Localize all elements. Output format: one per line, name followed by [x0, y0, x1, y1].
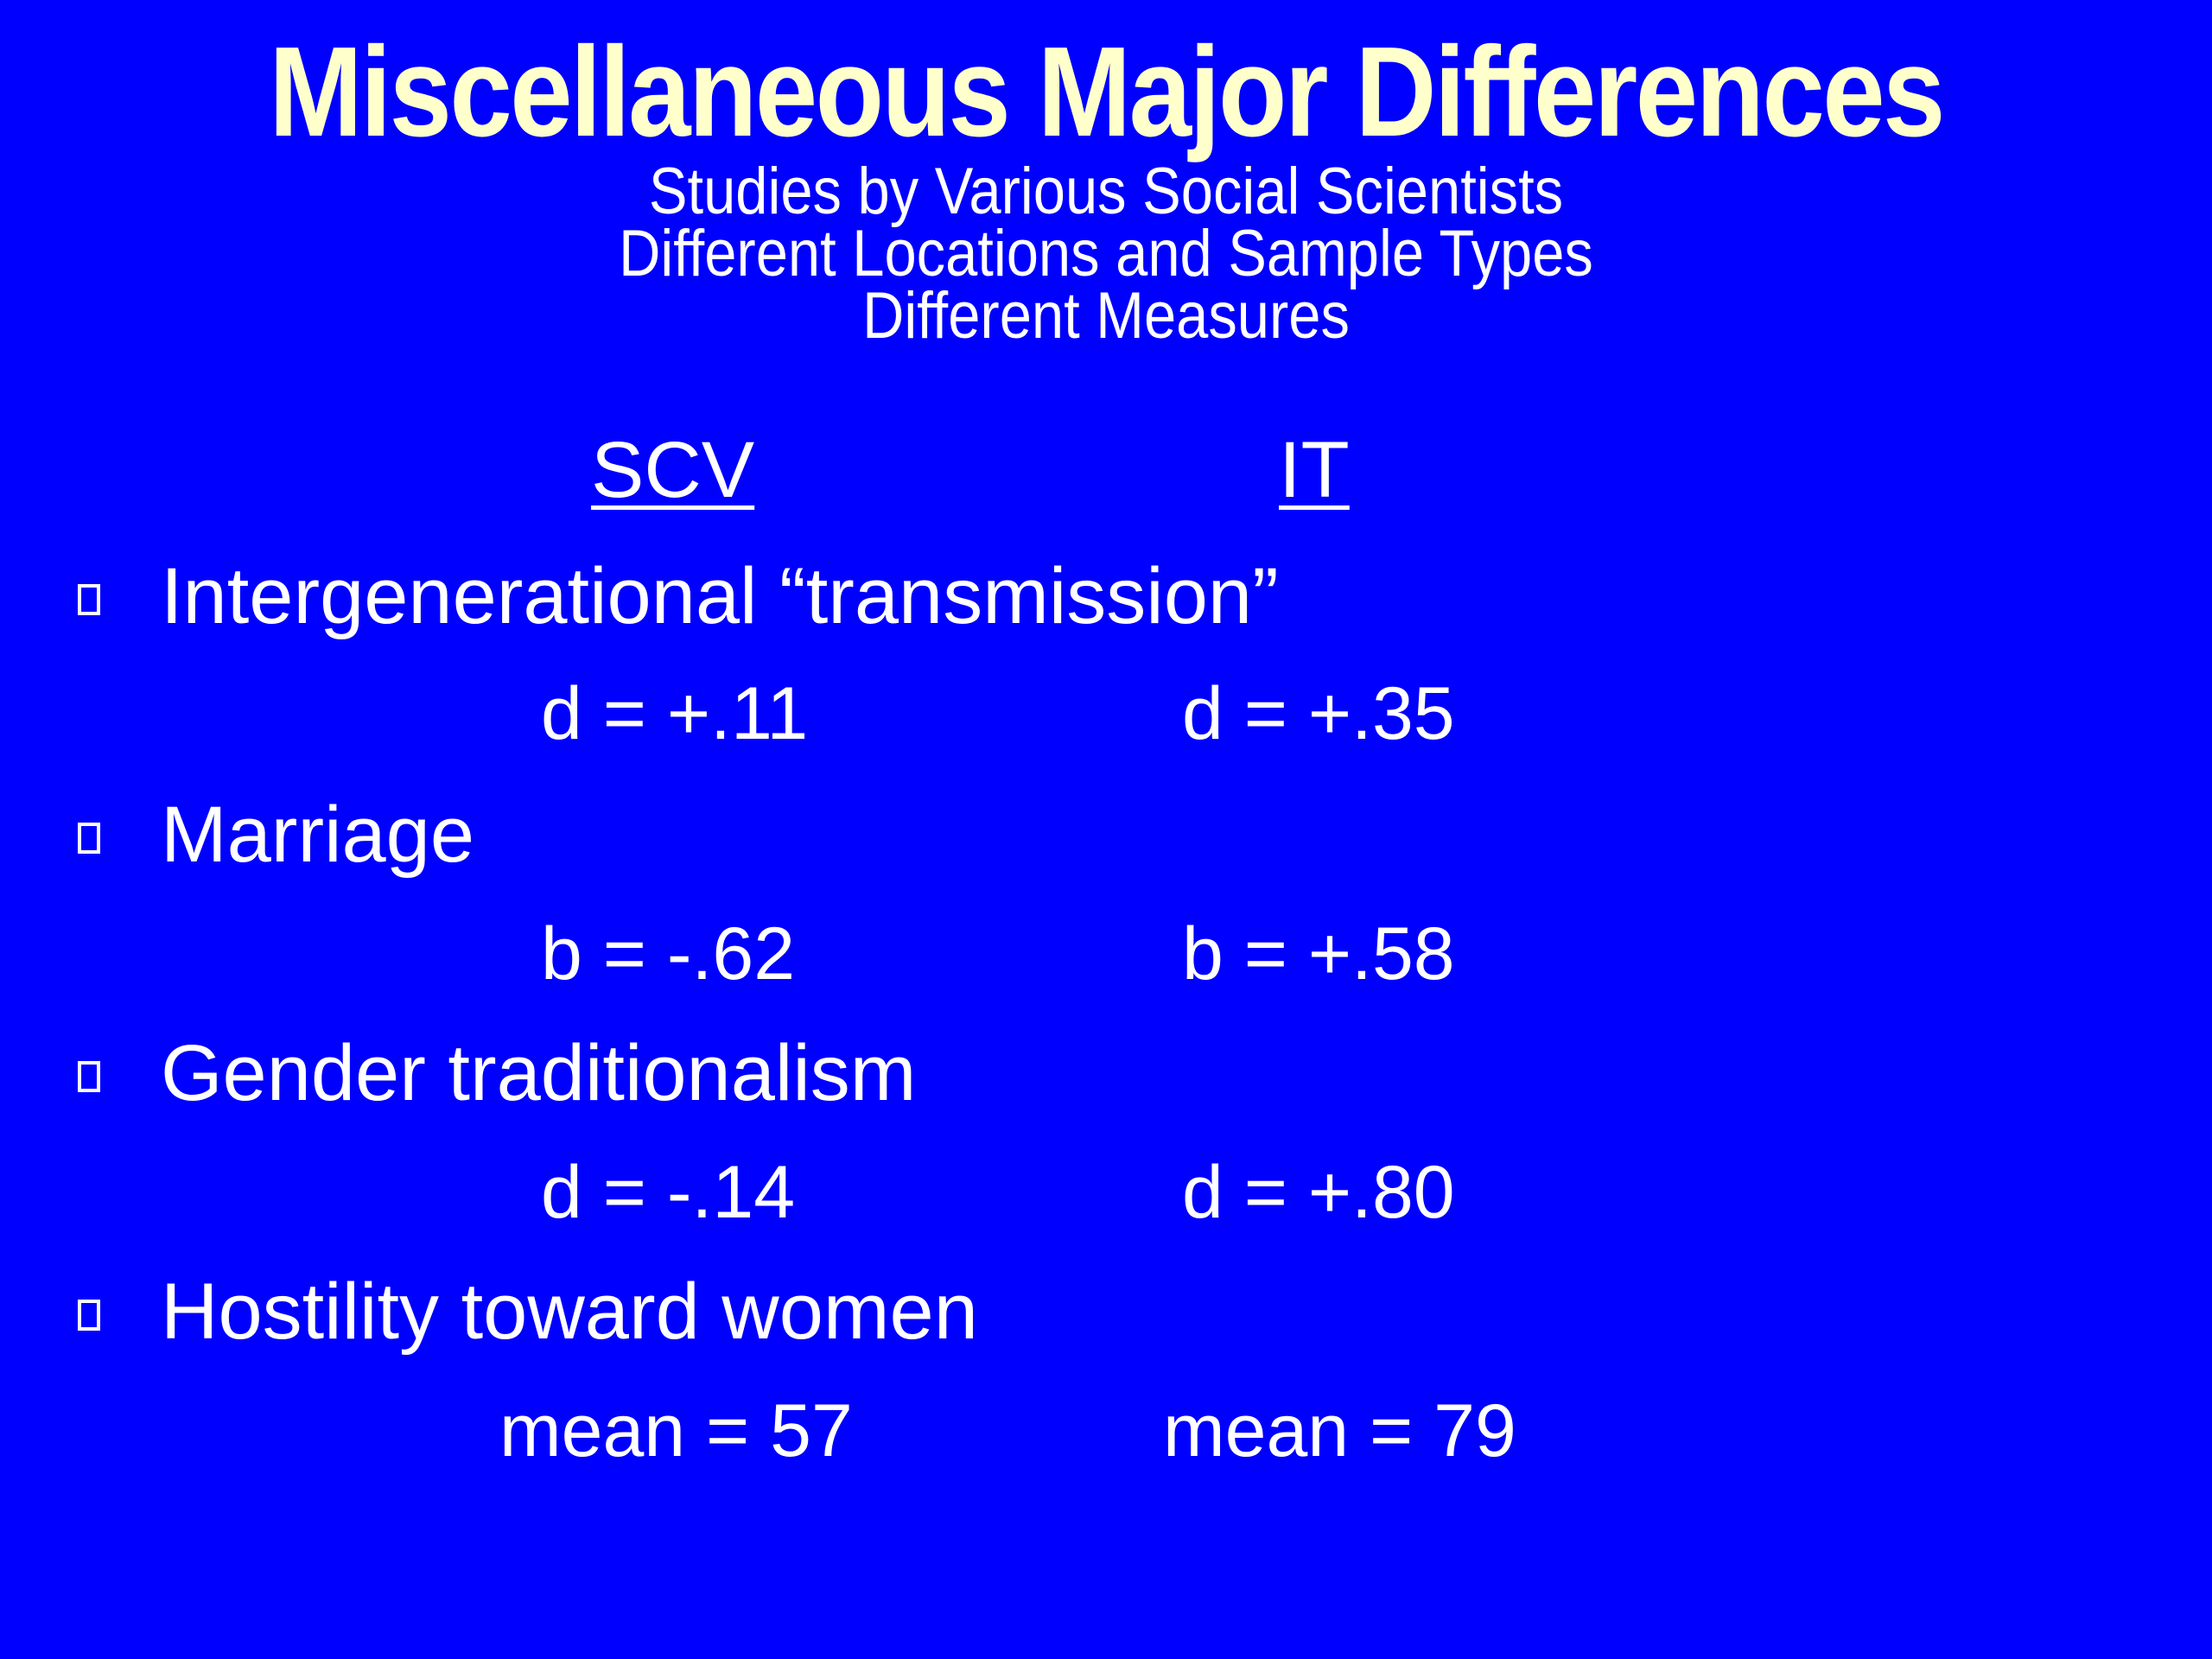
item-label: Intergenerational “transmission”	[161, 552, 1279, 640]
column-header-it: IT	[1279, 426, 1350, 514]
scv-value-intergenerational-transmission: d = +.11	[541, 672, 809, 755]
scv-value-hostility-toward-women: mean = 57	[499, 1389, 853, 1472]
subtitle-line-2: Different Locations and Sample Types	[619, 217, 1593, 290]
it-value-intergenerational-transmission: d = +.35	[1182, 672, 1455, 755]
slide-title: Miscellaneous Major Differences	[269, 21, 1945, 163]
column-header-scv: SCV	[591, 426, 755, 514]
subtitle-block: Studies by Various Social Scientists Dif…	[0, 155, 2212, 353]
scv-value-marriage: b = -.62	[541, 912, 796, 995]
hollow-square-bullet-icon	[78, 1300, 100, 1331]
it-value-hostility-toward-women: mean = 79	[1163, 1389, 1516, 1472]
scv-value-gender-traditionalism: d = -.14	[541, 1151, 796, 1234]
hollow-square-bullet-icon	[78, 1061, 100, 1092]
hollow-square-bullet-icon	[78, 584, 100, 615]
subtitle-line-3: Different Measures	[862, 279, 1350, 353]
hollow-square-bullet-icon	[78, 823, 100, 854]
item-label: Gender traditionalism	[161, 1029, 917, 1117]
item-label: Hostility toward women	[161, 1268, 978, 1356]
it-value-marriage: b = +.58	[1182, 912, 1455, 995]
subtitle-line-1: Studies by Various Social Scientists	[648, 155, 1564, 228]
it-value-gender-traditionalism: d = +.80	[1182, 1151, 1455, 1234]
item-label: Marriage	[161, 791, 475, 879]
